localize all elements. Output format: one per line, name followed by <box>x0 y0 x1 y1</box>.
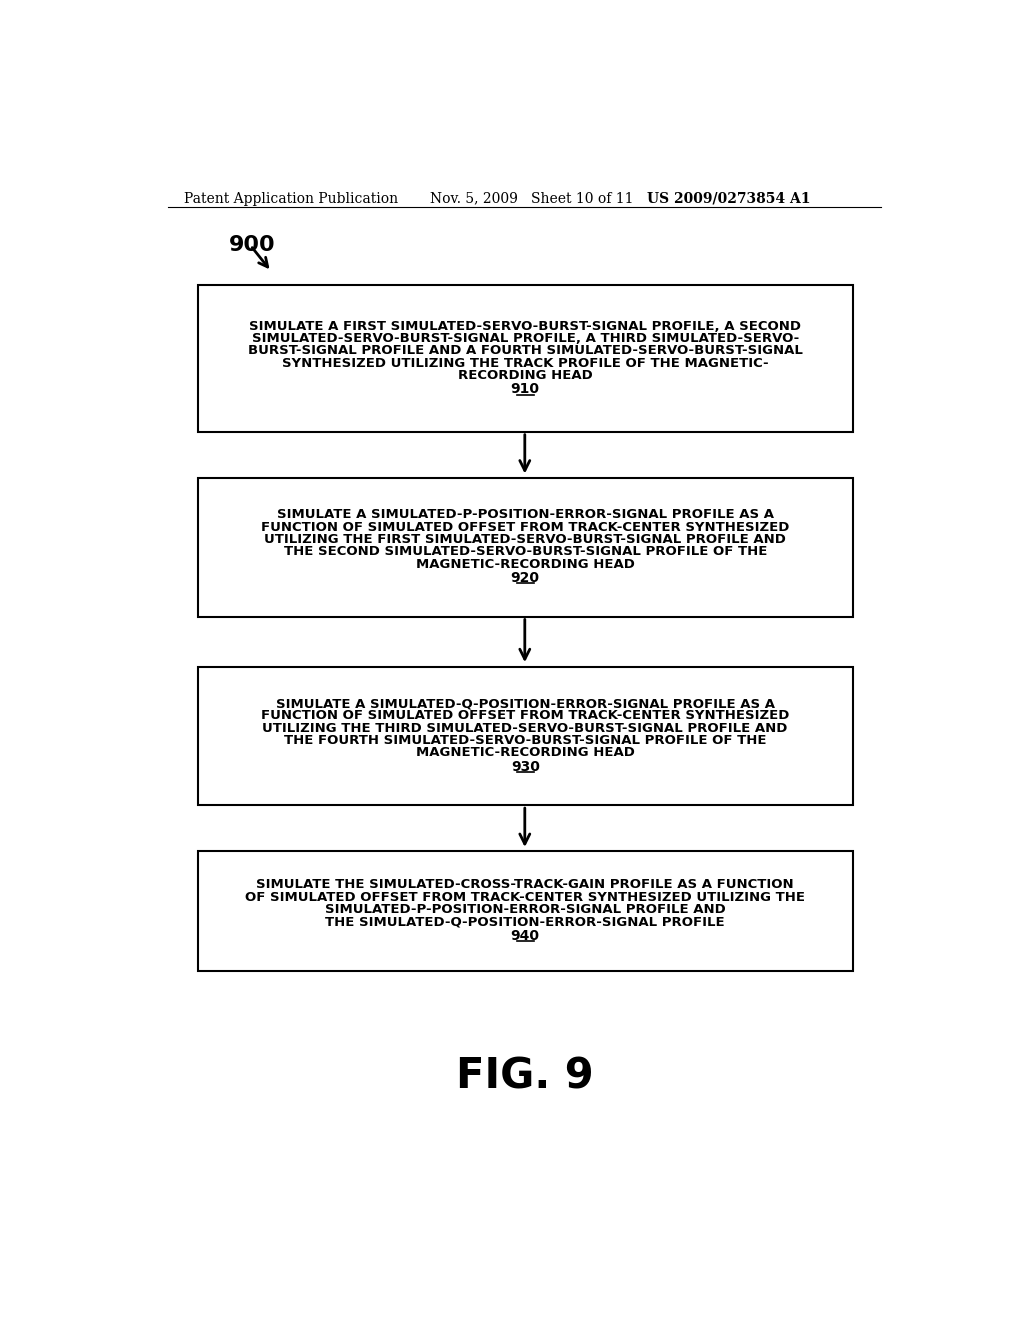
Text: UTILIZING THE FIRST SIMULATED-SERVO-BURST-SIGNAL PROFILE AND: UTILIZING THE FIRST SIMULATED-SERVO-BURS… <box>264 533 786 546</box>
Text: MAGNETIC-RECORDING HEAD: MAGNETIC-RECORDING HEAD <box>416 557 635 570</box>
Bar <box>198 478 853 616</box>
Text: 940: 940 <box>511 929 540 942</box>
Text: THE SECOND SIMULATED-SERVO-BURST-SIGNAL PROFILE OF THE: THE SECOND SIMULATED-SERVO-BURST-SIGNAL … <box>284 545 767 558</box>
Text: Patent Application Publication: Patent Application Publication <box>183 191 398 206</box>
Text: THE SIMULATED-Q-POSITION-ERROR-SIGNAL PROFILE: THE SIMULATED-Q-POSITION-ERROR-SIGNAL PR… <box>326 915 725 928</box>
Text: SIMULATE A SIMULATED-P-POSITION-ERROR-SIGNAL PROFILE AS A: SIMULATE A SIMULATED-P-POSITION-ERROR-SI… <box>276 508 774 521</box>
Text: US 2009/0273854 A1: US 2009/0273854 A1 <box>647 191 811 206</box>
Text: FIG. 9: FIG. 9 <box>456 1055 594 1097</box>
Text: BURST-SIGNAL PROFILE AND A FOURTH SIMULATED-SERVO-BURST-SIGNAL: BURST-SIGNAL PROFILE AND A FOURTH SIMULA… <box>248 345 803 358</box>
Bar <box>198 851 853 970</box>
Bar <box>198 285 853 432</box>
Text: RECORDING HEAD: RECORDING HEAD <box>458 370 593 381</box>
Text: 930: 930 <box>511 760 540 774</box>
Text: 920: 920 <box>511 572 540 585</box>
Text: 900: 900 <box>228 235 275 255</box>
Text: Nov. 5, 2009   Sheet 10 of 11: Nov. 5, 2009 Sheet 10 of 11 <box>430 191 634 206</box>
Text: THE FOURTH SIMULATED-SERVO-BURST-SIGNAL PROFILE OF THE: THE FOURTH SIMULATED-SERVO-BURST-SIGNAL … <box>284 734 766 747</box>
Text: MAGNETIC-RECORDING HEAD: MAGNETIC-RECORDING HEAD <box>416 746 635 759</box>
Text: SIMULATED-P-POSITION-ERROR-SIGNAL PROFILE AND: SIMULATED-P-POSITION-ERROR-SIGNAL PROFIL… <box>325 903 726 916</box>
Text: SIMULATED-SERVO-BURST-SIGNAL PROFILE, A THIRD SIMULATED-SERVO-: SIMULATED-SERVO-BURST-SIGNAL PROFILE, A … <box>252 333 799 345</box>
Text: FUNCTION OF SIMULATED OFFSET FROM TRACK-CENTER SYNTHESIZED: FUNCTION OF SIMULATED OFFSET FROM TRACK-… <box>261 709 790 722</box>
Text: SIMULATE A SIMULATED-Q-POSITION-ERROR-SIGNAL PROFILE AS A: SIMULATE A SIMULATED-Q-POSITION-ERROR-SI… <box>275 697 775 710</box>
Text: OF SIMULATED OFFSET FROM TRACK-CENTER SYNTHESIZED UTILIZING THE: OF SIMULATED OFFSET FROM TRACK-CENTER SY… <box>245 891 805 904</box>
Text: UTILIZING THE THIRD SIMULATED-SERVO-BURST-SIGNAL PROFILE AND: UTILIZING THE THIRD SIMULATED-SERVO-BURS… <box>262 722 787 735</box>
Text: FUNCTION OF SIMULATED OFFSET FROM TRACK-CENTER SYNTHESIZED: FUNCTION OF SIMULATED OFFSET FROM TRACK-… <box>261 520 790 533</box>
Text: SIMULATE THE SIMULATED-CROSS-TRACK-GAIN PROFILE AS A FUNCTION: SIMULATE THE SIMULATED-CROSS-TRACK-GAIN … <box>256 878 794 891</box>
Text: 910: 910 <box>511 383 540 396</box>
Bar <box>198 667 853 805</box>
Text: SIMULATE A FIRST SIMULATED-SERVO-BURST-SIGNAL PROFILE, A SECOND: SIMULATE A FIRST SIMULATED-SERVO-BURST-S… <box>249 319 801 333</box>
Text: SYNTHESIZED UTILIZING THE TRACK PROFILE OF THE MAGNETIC-: SYNTHESIZED UTILIZING THE TRACK PROFILE … <box>282 356 768 370</box>
